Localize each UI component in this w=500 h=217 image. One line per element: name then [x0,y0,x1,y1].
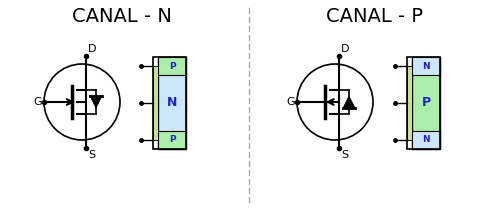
Bar [407,66,412,140]
Text: CANAL - P: CANAL - P [326,7,424,26]
Polygon shape [90,96,102,108]
Bar [158,131,186,149]
Text: D: D [88,44,96,54]
Text: N: N [167,97,177,110]
Text: D: D [341,44,349,54]
Text: S: S [341,150,348,160]
Text: P: P [168,135,175,144]
Text: G: G [286,97,295,107]
Text: N: N [422,62,430,71]
Bar [412,57,440,149]
Text: CANAL - N: CANAL - N [72,7,172,26]
Bar [158,57,186,149]
Bar [153,66,158,140]
Text: G: G [34,97,42,107]
Bar [412,57,440,75]
Text: S: S [88,150,95,160]
Bar [407,57,440,149]
Text: P: P [168,62,175,71]
Polygon shape [343,96,355,108]
Bar [412,131,440,149]
Bar [158,57,186,75]
Bar [153,57,186,149]
Text: N: N [422,135,430,144]
Text: P: P [422,97,430,110]
